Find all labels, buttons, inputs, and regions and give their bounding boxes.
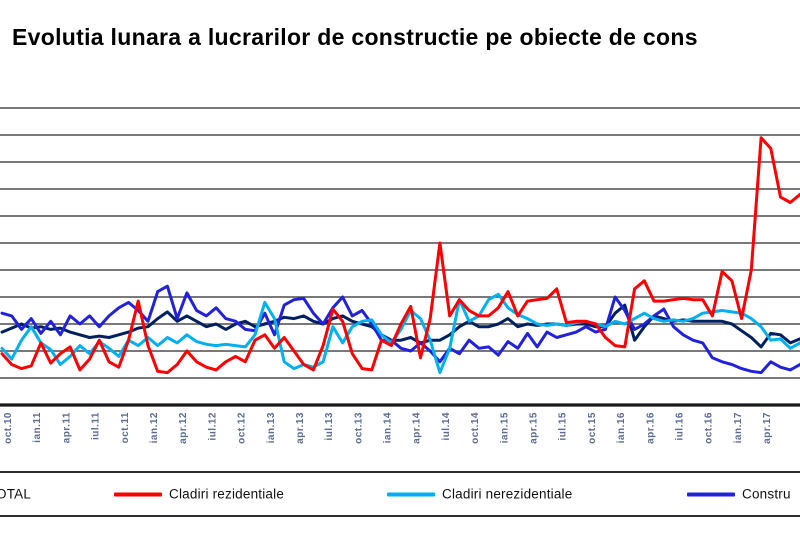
x-tick-label: ian.17 xyxy=(733,412,744,443)
x-tick-label: iul.13 xyxy=(324,412,335,441)
x-tick-label: ian.13 xyxy=(266,412,277,443)
legend-item-constructii-ingineresti: Constru xyxy=(687,487,791,502)
series-line-cladiri-rezidentiale xyxy=(0,136,800,375)
legend-item-cladiri-rezidentiale: Cladiri rezidentiale xyxy=(114,487,284,502)
legend-item-cladiri-nerezidentiale: Cladiri nerezidentiale xyxy=(387,487,572,502)
legend-label: Cladiri nerezidentiale xyxy=(442,486,573,502)
x-tick-label: iul.12 xyxy=(207,412,218,441)
x-tick-label: oct.10 xyxy=(3,412,14,444)
legend-label: Cladiri rezidentiale xyxy=(169,486,285,502)
legend-line-sample-constructii-ingineresti xyxy=(687,492,735,496)
series-line-cladiri-nerezidentiale xyxy=(0,292,800,375)
x-tick-label: oct.15 xyxy=(587,412,598,444)
x-tick-label: apr.14 xyxy=(412,412,423,444)
legend-line-sample-cladiri-rezidentiale xyxy=(114,492,162,496)
x-tick-label: oct.16 xyxy=(704,412,715,444)
x-tick-label: apr.11 xyxy=(61,412,72,443)
x-tick-label: oct.11 xyxy=(120,412,131,443)
x-tick-label: oct.12 xyxy=(237,412,248,444)
legend-label: OTAL xyxy=(0,486,32,502)
legend-line-sample-cladiri-nerezidentiale xyxy=(387,492,435,496)
x-tick-label: apr.12 xyxy=(178,412,189,444)
x-tick-label: iul.15 xyxy=(558,412,569,441)
x-tick-label: ian.15 xyxy=(499,412,510,443)
x-tick-label: iul.14 xyxy=(441,412,452,441)
x-tick-label: ian.12 xyxy=(149,412,160,443)
x-tick-label: apr.13 xyxy=(295,412,306,444)
series-line-constructii-ingineresti xyxy=(0,284,800,375)
x-tick-label: iul.11 xyxy=(91,412,102,440)
x-tick-label: apr.17 xyxy=(762,412,773,444)
chart-title: Evolutia lunara a lucrarilor de construc… xyxy=(12,24,698,50)
x-tick-label: oct.14 xyxy=(470,412,481,444)
x-tick-label: ian.16 xyxy=(616,412,627,443)
x-tick-label: oct.13 xyxy=(353,412,364,444)
legend: OTAL Cladiri rezidentiale Cladiri nerezide… xyxy=(0,471,800,517)
x-tick-label: ian.14 xyxy=(383,412,394,443)
x-tick-label: ian.11 xyxy=(32,412,43,443)
x-tick-label: iul.16 xyxy=(675,412,686,441)
legend-item-total: OTAL xyxy=(0,487,31,502)
x-tick-label: apr.15 xyxy=(529,412,540,444)
legend-label: Constru xyxy=(742,486,791,502)
x-tick-label: apr.16 xyxy=(645,412,656,444)
chart-canvas: oct.10 ian.11 apr.11 iul.11 oct.11 ian.12 apr.… xyxy=(0,107,800,444)
